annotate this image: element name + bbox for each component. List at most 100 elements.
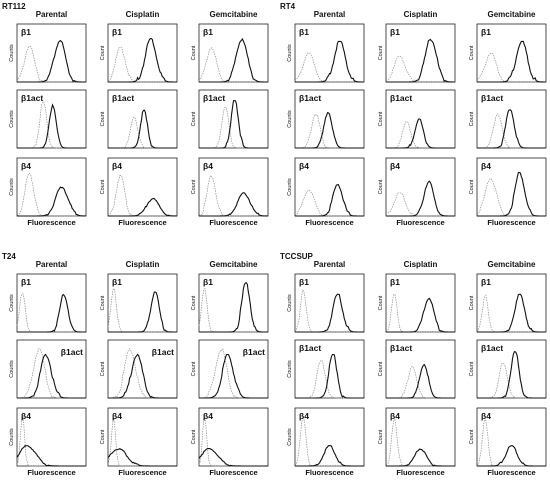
x-axis-label: Fluorescence bbox=[27, 218, 75, 227]
y-axis-label: Counts bbox=[287, 294, 293, 312]
histogram-plot: Count β4 Fluorescence bbox=[191, 407, 269, 477]
histogram-plot: Count β1 bbox=[191, 273, 269, 333]
histogram-plot: Counts β4 Fluorescence bbox=[287, 157, 365, 227]
plot-frame bbox=[16, 23, 87, 83]
panel-label: T24 bbox=[2, 252, 16, 261]
plot-frame bbox=[107, 157, 178, 217]
control-histogram bbox=[476, 177, 546, 217]
plot-frame bbox=[476, 157, 547, 217]
marker-label: β1 bbox=[112, 27, 122, 37]
plot-frame bbox=[198, 23, 269, 83]
marker-label: β4 bbox=[390, 411, 400, 421]
marker-label: β4 bbox=[390, 161, 400, 171]
marker-label: β4 bbox=[481, 161, 491, 171]
stained-histogram bbox=[199, 37, 268, 83]
column-header: Cisplatin bbox=[126, 10, 160, 19]
column-header: Cisplatin bbox=[126, 260, 160, 269]
histogram-plot: Count β1act bbox=[469, 89, 547, 149]
plot-frame bbox=[385, 407, 456, 467]
x-axis-label: Fluorescence bbox=[396, 468, 444, 477]
y-axis-label: Counts bbox=[9, 44, 15, 62]
y-axis-label: Counts bbox=[287, 44, 293, 62]
x-axis-label: Fluorescence bbox=[396, 218, 444, 227]
marker-label: β1 bbox=[299, 27, 309, 37]
marker-label: β1 bbox=[481, 27, 491, 37]
histogram-plot: Count β4 Fluorescence bbox=[469, 407, 547, 477]
x-axis-label: Fluorescence bbox=[209, 218, 257, 227]
y-axis-label: Counts bbox=[9, 360, 15, 378]
histogram-plot: Counts β1act bbox=[287, 89, 365, 149]
stained-histogram bbox=[295, 111, 364, 149]
histogram-plot: Count β1 bbox=[469, 273, 547, 333]
marker-label: β4 bbox=[203, 411, 213, 421]
histogram-plot: Counts β1 bbox=[9, 23, 87, 83]
marker-label: β1act bbox=[481, 93, 503, 103]
y-axis-label: Count bbox=[191, 361, 197, 376]
marker-label: β1act bbox=[390, 343, 412, 353]
y-axis-label: Count bbox=[469, 429, 475, 444]
y-axis-label: Count bbox=[191, 45, 197, 60]
column-header: Cisplatin bbox=[404, 260, 438, 269]
stained-histogram bbox=[108, 37, 177, 83]
plot-frame bbox=[294, 23, 365, 83]
y-axis-label: Counts bbox=[287, 178, 293, 196]
marker-label: β4 bbox=[21, 161, 31, 171]
y-axis-label: Count bbox=[469, 361, 475, 376]
histogram-plot: Count β1act bbox=[100, 339, 178, 399]
plot-frame bbox=[16, 273, 87, 333]
histogram-plot: Count β4 Fluorescence bbox=[191, 157, 269, 227]
histogram-plot: Counts β1act bbox=[287, 339, 365, 399]
stained-histogram bbox=[17, 39, 86, 83]
marker-label: β4 bbox=[112, 161, 122, 171]
histogram-plot: Count β4 Fluorescence bbox=[469, 157, 547, 227]
y-axis-label: Counts bbox=[9, 294, 15, 312]
x-axis-label: Fluorescence bbox=[487, 218, 535, 227]
control-histogram bbox=[16, 172, 86, 217]
marker-label: β1act bbox=[299, 343, 321, 353]
marker-label: β4 bbox=[21, 411, 31, 421]
control-histogram bbox=[198, 174, 268, 217]
stained-histogram bbox=[386, 363, 455, 399]
plot-frame bbox=[198, 339, 269, 399]
stained-histogram bbox=[477, 40, 547, 83]
histogram-plot: Count β1 bbox=[100, 273, 178, 333]
column-header: Gemcitabine bbox=[487, 260, 536, 269]
marker-label: β1 bbox=[21, 277, 31, 287]
y-axis-label: Count bbox=[378, 179, 384, 194]
panel-label: TCCSUP bbox=[280, 252, 314, 261]
marker-label: β4 bbox=[299, 411, 309, 421]
control-histogram bbox=[476, 52, 546, 83]
histogram-plot: Count β4 Fluorescence bbox=[100, 157, 178, 227]
x-axis-label: Fluorescence bbox=[118, 468, 166, 477]
control-histogram bbox=[107, 46, 177, 83]
plot-frame bbox=[385, 339, 456, 399]
stained-histogram bbox=[386, 118, 455, 149]
stained-histogram bbox=[17, 353, 86, 399]
plot-frame bbox=[476, 407, 547, 467]
y-axis-label: Count bbox=[378, 361, 384, 376]
control-histogram bbox=[294, 289, 364, 333]
marker-label: β4 bbox=[203, 161, 213, 171]
plot-frame bbox=[198, 273, 269, 333]
control-histogram bbox=[107, 175, 177, 217]
column-header: Parental bbox=[36, 260, 68, 269]
stained-histogram bbox=[386, 297, 455, 333]
marker-label: β1act bbox=[390, 93, 412, 103]
plot-frame bbox=[107, 23, 178, 83]
y-axis-label: Count bbox=[191, 295, 197, 310]
control-histogram bbox=[199, 107, 268, 149]
y-axis-label: Count bbox=[100, 179, 106, 194]
stained-histogram bbox=[199, 282, 268, 333]
histogram-plot: Count β1 bbox=[469, 23, 547, 83]
marker-label: β1 bbox=[299, 277, 309, 287]
stained-histogram bbox=[108, 353, 177, 399]
plot-frame bbox=[294, 157, 365, 217]
histogram-plot: Counts β1 bbox=[287, 23, 365, 83]
marker-label: β1 bbox=[390, 277, 400, 287]
x-axis-label: Fluorescence bbox=[487, 468, 535, 477]
stained-histogram bbox=[295, 184, 364, 217]
plot-frame bbox=[476, 89, 547, 149]
histogram-plot: Count β1 bbox=[378, 23, 456, 83]
